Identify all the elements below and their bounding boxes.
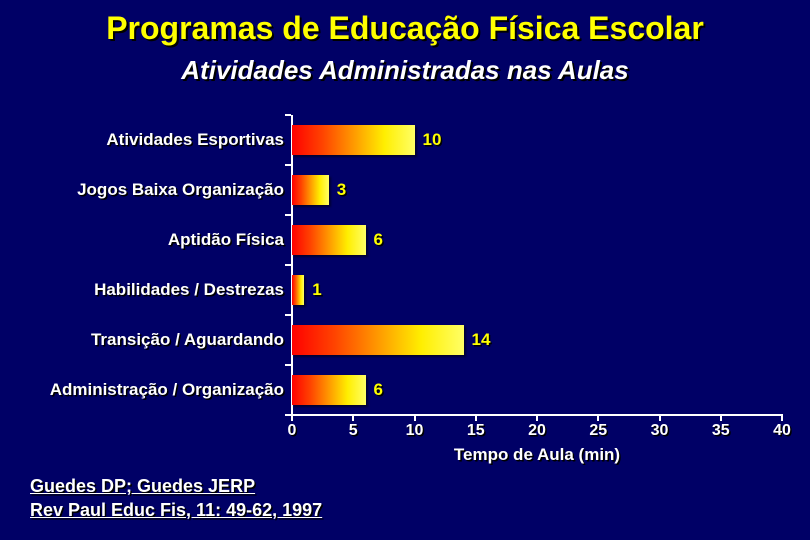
bar <box>292 275 304 305</box>
y-tick <box>285 214 291 216</box>
tick-mark <box>597 415 599 421</box>
value-label: 10 <box>423 130 442 150</box>
tick-mark <box>536 415 538 421</box>
plot-area: 0510152025303540 10361146 <box>292 115 782 415</box>
category-label: Administração / Organização <box>30 380 284 400</box>
tick-label: 0 <box>288 422 297 440</box>
slide: Programas de Educação Física Escolar Ati… <box>0 0 810 540</box>
bar-chart: Atividades Esportivas Jogos Baixa Organiz… <box>30 115 790 455</box>
tick-label: 20 <box>528 422 546 440</box>
tick-mark <box>659 415 661 421</box>
category-label: Atividades Esportivas <box>30 130 284 150</box>
tick-mark <box>475 415 477 421</box>
value-label: 1 <box>312 280 321 300</box>
category-label: Jogos Baixa Organização <box>30 180 284 200</box>
y-tick <box>285 314 291 316</box>
category-label: Habilidades / Destrezas <box>30 280 284 300</box>
value-label: 6 <box>374 230 383 250</box>
y-axis-line <box>291 115 293 415</box>
tick-mark <box>352 415 354 421</box>
tick-mark <box>720 415 722 421</box>
tick-label: 5 <box>349 422 358 440</box>
bar <box>292 325 464 355</box>
bar <box>292 375 366 405</box>
tick-mark <box>414 415 416 421</box>
bar <box>292 175 329 205</box>
y-tick <box>285 114 291 116</box>
slide-title: Programas de Educação Física Escolar <box>0 10 810 47</box>
category-label: Aptidão Física <box>30 230 284 250</box>
value-label: 3 <box>337 180 346 200</box>
category-label: Transição / Aguardando <box>30 330 284 350</box>
citation: Guedes DP; Guedes JERP Rev Paul Educ Fis… <box>30 475 322 522</box>
y-tick <box>285 264 291 266</box>
y-tick <box>285 164 291 166</box>
tick-label: 35 <box>712 422 730 440</box>
tick-mark <box>291 415 293 421</box>
citation-line-2: Rev Paul Educ Fis, 11: 49-62, 1997 <box>30 499 322 522</box>
y-tick <box>285 414 291 416</box>
y-tick <box>285 364 291 366</box>
tick-label: 10 <box>406 422 424 440</box>
tick-label: 40 <box>773 422 791 440</box>
citation-line-1: Guedes DP; Guedes JERP <box>30 475 322 498</box>
value-label: 14 <box>472 330 491 350</box>
tick-mark <box>781 415 783 421</box>
x-axis-label: Tempo de Aula (min) <box>292 445 782 465</box>
slide-subtitle: Atividades Administradas nas Aulas <box>0 55 810 86</box>
bar <box>292 225 366 255</box>
tick-label: 15 <box>467 422 485 440</box>
tick-label: 30 <box>651 422 669 440</box>
tick-label: 25 <box>589 422 607 440</box>
bar <box>292 125 415 155</box>
value-label: 6 <box>374 380 383 400</box>
